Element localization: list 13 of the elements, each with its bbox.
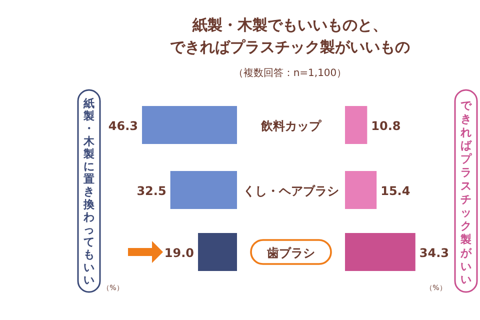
data-label: 10.8 <box>371 119 401 133</box>
text: 紙製・木製に置き換わってもいい <box>84 97 94 286</box>
data-label: 46.3 <box>108 119 138 133</box>
y-tick-label: 飲料カップ <box>260 119 322 133</box>
text: （複数回答：n=1,100） <box>233 67 347 79</box>
y-tick-label: 歯ブラシ <box>266 246 315 260</box>
text: できればプラスチック製がいい <box>460 99 472 286</box>
text: 紙製・木製でもいいものと、できればプラスチック製がいいもの <box>170 16 410 56</box>
y-tick-label: くし・ヘアブラシ <box>243 184 339 198</box>
data-label: 32.5 <box>136 184 166 198</box>
data-label: 34.3 <box>419 246 449 260</box>
data-label: 15.4 <box>380 184 410 198</box>
data-label: 19.0 <box>164 246 194 260</box>
